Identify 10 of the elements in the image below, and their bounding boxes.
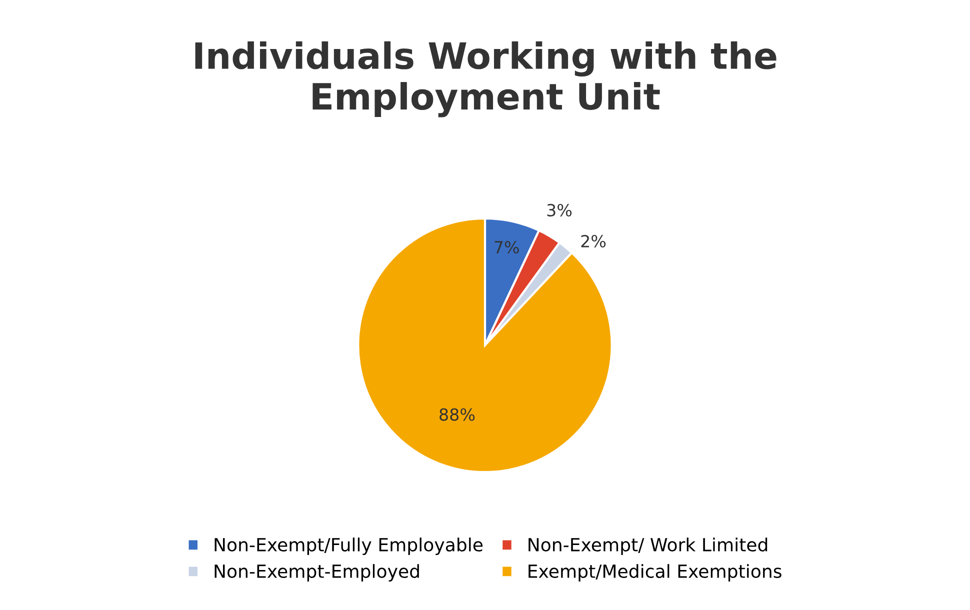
chart-title: Individuals Working with the Employment Unit (195, 41, 776, 118)
data-label: 2% (581, 234, 606, 248)
data-label: 7% (494, 240, 519, 254)
data-label: 88% (440, 408, 475, 421)
pie-slice (357, 217, 613, 474)
legend-label: Non-Exempt/Fully Employable (214, 538, 483, 556)
legend-label: Non-Exempt/ Work Limited (528, 538, 768, 556)
data-label: 3% (547, 204, 572, 216)
legend-label: Non-Exempt-Employed (214, 564, 419, 582)
legend-label: Exempt/Medical Exemptions (528, 564, 782, 582)
